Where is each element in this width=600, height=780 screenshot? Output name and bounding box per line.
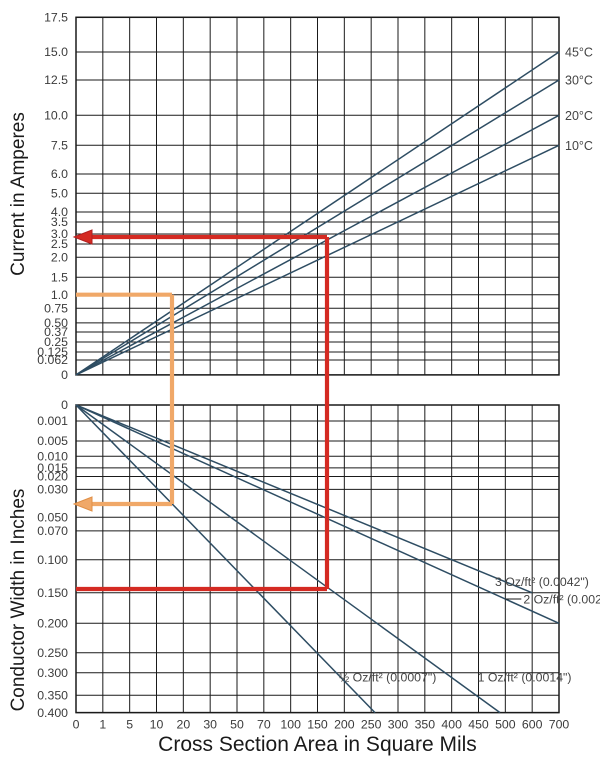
svg-text:5: 5 [126,718,133,732]
svg-text:2.5: 2.5 [51,237,68,251]
svg-text:0.020: 0.020 [37,470,68,484]
svg-text:700: 700 [549,718,570,732]
svg-text:400: 400 [441,718,462,732]
svg-text:2.0: 2.0 [51,251,68,265]
svg-text:10: 10 [150,718,164,732]
svg-text:350: 350 [415,718,436,732]
svg-text:250: 250 [361,718,382,732]
svg-text:1.5: 1.5 [51,271,68,285]
svg-text:0: 0 [61,398,68,412]
svg-text:12.5: 12.5 [44,73,68,87]
svg-text:0.030: 0.030 [37,483,68,497]
svg-text:0.005: 0.005 [37,434,68,448]
svg-text:3 Oz/ft² (0.0042"): 3 Oz/ft² (0.0042") [495,575,589,589]
svg-text:50: 50 [230,718,244,732]
svg-text:70: 70 [257,718,271,732]
svg-text:0.400: 0.400 [37,706,68,720]
svg-text:0.250: 0.250 [37,646,68,660]
svg-text:0.050: 0.050 [37,511,68,525]
svg-text:17.5: 17.5 [44,11,68,25]
svg-text:5.0: 5.0 [51,187,68,201]
svg-text:200: 200 [334,718,355,732]
svg-text:600: 600 [522,718,543,732]
svg-text:1 Oz/ft² (0.0014"): 1 Oz/ft² (0.0014") [478,671,572,685]
svg-text:1.0: 1.0 [51,288,68,302]
svg-text:15.0: 15.0 [44,45,68,59]
svg-text:½ Oz/ft² (0.0007"): ½ Oz/ft² (0.0007") [339,671,436,685]
svg-text:300: 300 [388,718,409,732]
svg-text:0.001: 0.001 [37,414,68,428]
svg-text:0: 0 [61,368,68,382]
svg-text:30: 30 [203,718,217,732]
svg-text:0.062: 0.062 [37,353,68,367]
svg-text:2 Oz/ft² (0.0028"): 2 Oz/ft² (0.0028") [523,593,600,607]
svg-text:150: 150 [307,718,328,732]
svg-text:30°C: 30°C [565,74,593,88]
svg-text:10.0: 10.0 [44,109,68,123]
svg-text:450: 450 [468,718,489,732]
svg-text:0.75: 0.75 [44,302,68,316]
svg-text:0.200: 0.200 [37,617,68,631]
svg-text:6.0: 6.0 [51,167,68,181]
svg-text:45°C: 45°C [565,46,593,60]
svg-text:0.150: 0.150 [37,586,68,600]
svg-text:100: 100 [280,718,301,732]
svg-text:10°C: 10°C [565,139,593,153]
svg-text:0: 0 [73,718,80,732]
svg-text:500: 500 [495,718,516,732]
svg-text:0.100: 0.100 [37,553,68,567]
svg-text:0.300: 0.300 [37,666,68,680]
svg-text:7.5: 7.5 [51,139,68,153]
svg-text:20°C: 20°C [565,109,593,123]
svg-text:0.350: 0.350 [37,689,68,703]
svg-text:20: 20 [176,718,190,732]
svg-text:0.070: 0.070 [37,524,68,538]
svg-text:1: 1 [99,718,106,732]
